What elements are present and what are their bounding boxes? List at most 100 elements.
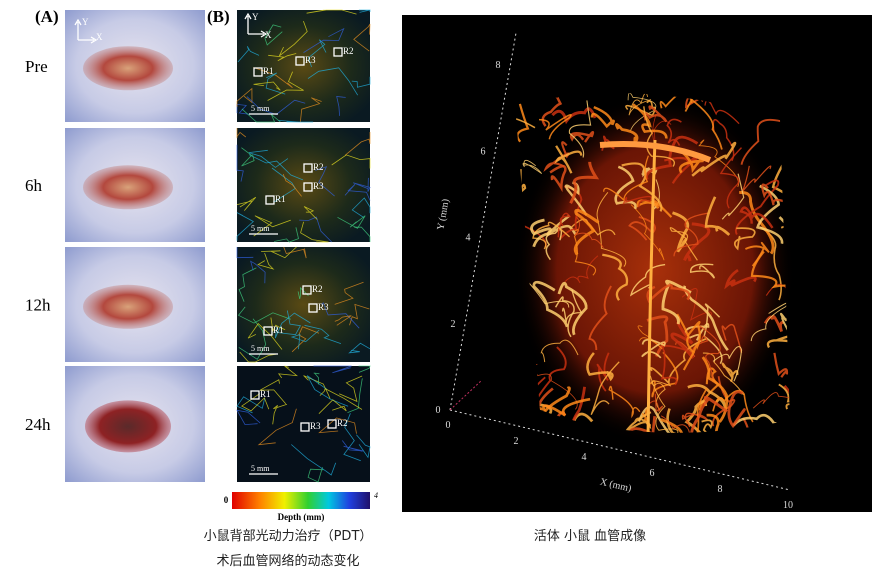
caption: 术后血管网络的动态变化 [216, 553, 359, 569]
vessel [336, 96, 346, 116]
vessel [277, 365, 299, 379]
vessel [670, 321, 695, 360]
region-label: R1 [263, 66, 274, 76]
vessel [248, 149, 289, 168]
x-tick-label: 8 [718, 484, 723, 495]
vessel [666, 118, 682, 146]
vessel [522, 159, 543, 174]
vessel [307, 39, 327, 68]
vessel [334, 281, 364, 305]
vessel [313, 365, 352, 374]
vessel [681, 412, 708, 428]
vessel [319, 388, 363, 410]
scale-label: 5 mm [251, 104, 270, 113]
vessel-image [237, 366, 370, 482]
vessel [646, 284, 691, 304]
vessel [268, 53, 297, 62]
vessel [306, 375, 349, 407]
vessel [236, 144, 244, 182]
vessel [672, 211, 690, 253]
vessel [277, 310, 302, 336]
panel-label: (A) [35, 7, 59, 26]
vessel [236, 409, 261, 426]
region-box [265, 195, 275, 205]
vessel [315, 166, 335, 197]
colorbar [232, 492, 370, 509]
region-box [308, 303, 318, 313]
vessel [721, 323, 743, 353]
vessel [568, 100, 592, 158]
region-label: R3 [305, 55, 316, 65]
vessel [241, 108, 281, 123]
vessel [238, 267, 257, 302]
vessel [247, 322, 283, 350]
vessel [337, 215, 366, 229]
vessel [689, 395, 728, 433]
vessel [690, 387, 709, 433]
render-volume [515, 95, 795, 445]
axis-arrows [74, 18, 98, 44]
vessel [303, 375, 331, 400]
axis-x [449, 409, 791, 491]
vessel [554, 145, 583, 174]
vessel [573, 208, 600, 256]
vessel [318, 417, 357, 434]
vessel [649, 375, 679, 433]
vessel [701, 419, 713, 433]
axis-letter: X [96, 32, 103, 42]
vessel [734, 179, 780, 235]
vessel [735, 417, 758, 433]
vessel [257, 408, 297, 446]
vessel [660, 415, 691, 433]
vessel [564, 255, 599, 284]
vessel [661, 279, 692, 325]
vessel [684, 400, 708, 433]
vessel [343, 413, 361, 462]
vessel [596, 352, 610, 392]
vessel [739, 206, 774, 229]
vessel [603, 155, 650, 202]
row-label: Pre [25, 57, 48, 76]
axis-arrows [244, 12, 268, 38]
vessel [689, 263, 715, 279]
region-label: R3 [318, 302, 329, 312]
caption: 活体 小鼠 血管成像 [534, 529, 646, 544]
scale-label: 5 mm [251, 464, 270, 473]
vessel [676, 313, 695, 371]
vessel [686, 321, 701, 353]
vessel [557, 281, 588, 336]
region-label: R3 [310, 421, 321, 431]
vessel [291, 444, 337, 476]
vessel [569, 130, 595, 143]
vessel [236, 103, 250, 115]
vessel [304, 324, 342, 344]
vessel [538, 114, 572, 140]
region-box [303, 163, 313, 173]
vessel [702, 352, 744, 396]
vessel [745, 241, 770, 267]
x-tick-label: 2 [514, 436, 519, 447]
vessel [307, 67, 359, 96]
row-label: 12h [25, 296, 51, 315]
vessel [250, 260, 266, 284]
vessel [596, 191, 627, 267]
vessel [740, 118, 783, 165]
vessel [283, 246, 307, 259]
axis-letter: X [265, 30, 272, 40]
vessel [543, 141, 570, 173]
vessel [647, 393, 664, 413]
vessel [331, 154, 371, 169]
vessel [627, 416, 657, 433]
colorbar-title: Depth (mm) [278, 512, 325, 522]
wound [83, 165, 173, 210]
vessel [771, 160, 790, 214]
vessel [321, 302, 360, 329]
vessel [540, 339, 579, 363]
region-label: R3 [313, 181, 324, 191]
vessel [673, 212, 709, 257]
vessel [530, 218, 552, 248]
vessel [698, 139, 739, 188]
vessel [341, 440, 364, 452]
vessel [554, 296, 575, 338]
